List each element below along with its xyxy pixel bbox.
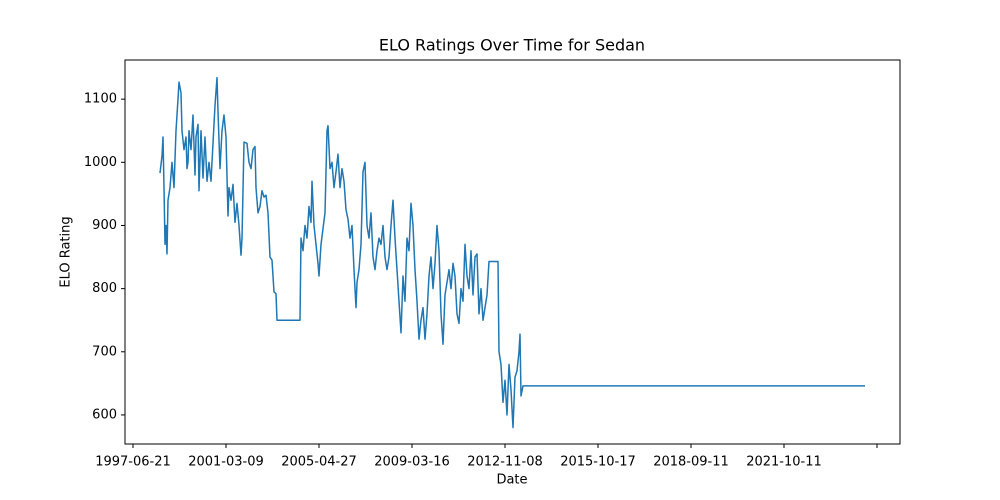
x-tick-label: 2015-10-17 [560, 455, 636, 470]
x-tick-label: 1997-06-21 [95, 455, 171, 470]
y-tick-label: 700 [92, 344, 117, 359]
plot-frame [124, 59, 901, 445]
chart-title: ELO Ratings Over Time for Sedan [379, 36, 645, 55]
x-tick-label: 2012-11-08 [467, 455, 543, 470]
y-tick-label: 600 [92, 407, 117, 422]
x-tick-label: 2001-03-09 [188, 455, 264, 470]
data-line [159, 76, 865, 429]
x-tick-label: 2009-03-16 [374, 455, 450, 470]
y-axis-label: ELO Rating [59, 216, 74, 287]
x-tick-label: 2021-10-11 [746, 455, 822, 470]
y-tick-label: 800 [92, 281, 117, 296]
y-tick-label: 900 [92, 218, 117, 233]
x-tick-label: 2018-09-11 [653, 455, 729, 470]
y-tick-label: 1100 [84, 92, 117, 107]
x-axis-label: Date [496, 473, 527, 488]
y-tick-label: 1000 [84, 155, 117, 170]
x-tick-label: 2005-04-27 [281, 455, 357, 470]
